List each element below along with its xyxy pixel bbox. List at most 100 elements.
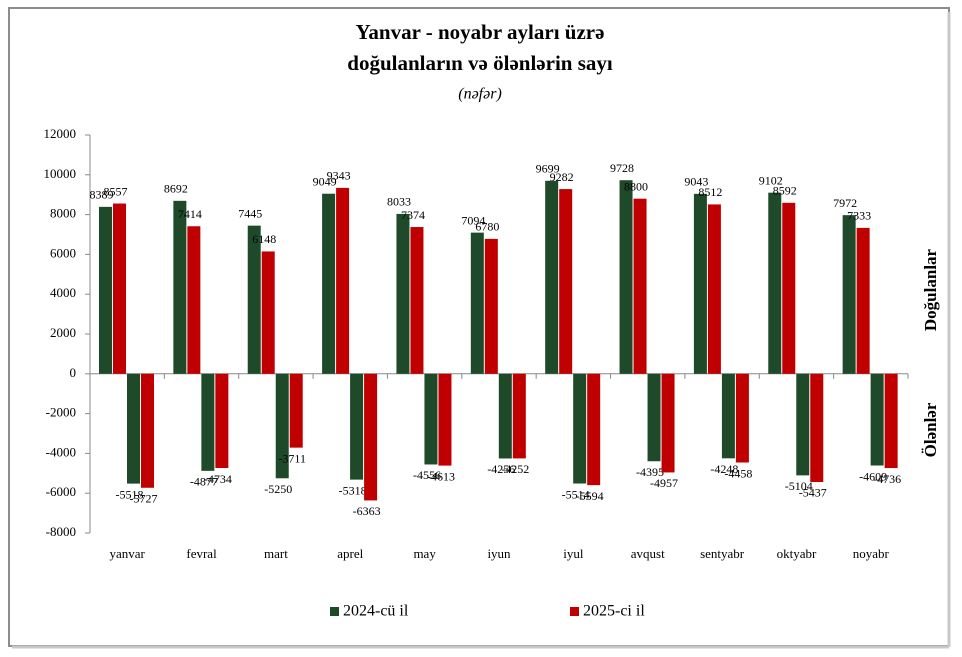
data-label: -5518 xyxy=(116,487,144,501)
data-label: -4252 xyxy=(501,462,529,476)
data-label: -6363 xyxy=(353,504,381,518)
y-tick-label: 12000 xyxy=(44,126,77,141)
y-tick-label: 8000 xyxy=(50,206,76,221)
bar xyxy=(498,373,512,459)
side-label: Ölənlər xyxy=(921,402,940,457)
data-label: 8557 xyxy=(104,184,128,198)
y-tick-label: 2000 xyxy=(50,325,76,340)
bar xyxy=(141,373,154,488)
legend-label: 2024-cü il xyxy=(343,603,409,620)
y-tick-label: -2000 xyxy=(46,405,76,420)
data-label: 7333 xyxy=(847,209,871,223)
x-tick-label: may xyxy=(413,546,436,561)
legend-swatch xyxy=(570,607,579,616)
bar xyxy=(438,373,452,466)
bar xyxy=(768,192,782,374)
bar xyxy=(782,202,796,374)
data-label: 9343 xyxy=(327,169,351,183)
bar xyxy=(693,193,707,374)
bar xyxy=(559,189,573,374)
y-tick-label: 0 xyxy=(70,365,77,380)
data-label: -5104 xyxy=(785,479,813,493)
data-label: 9282 xyxy=(550,170,574,184)
data-label: 8033 xyxy=(387,195,411,209)
data-label: -4395 xyxy=(636,465,664,479)
bar xyxy=(201,373,215,471)
data-label: -3711 xyxy=(278,451,306,465)
bar xyxy=(215,373,229,469)
data-label: -4613 xyxy=(427,469,455,483)
x-tick-label: iyul xyxy=(563,546,584,561)
data-label: -4609 xyxy=(859,469,887,483)
data-label: 8592 xyxy=(773,184,797,198)
bar xyxy=(856,227,870,374)
y-tick-label: -8000 xyxy=(46,524,76,539)
x-tick-label: avqust xyxy=(631,546,665,561)
bar xyxy=(322,193,336,374)
bar xyxy=(721,373,735,459)
bar xyxy=(573,373,587,484)
data-label: 9728 xyxy=(610,161,634,175)
bar xyxy=(884,373,898,469)
x-tick-label: aprel xyxy=(337,546,363,561)
data-label: 9102 xyxy=(759,173,783,187)
bar xyxy=(396,213,410,374)
x-tick-label: fevral xyxy=(186,546,217,561)
bar xyxy=(247,225,261,374)
bar xyxy=(410,227,424,374)
bar xyxy=(512,373,526,459)
bar xyxy=(127,373,140,484)
y-tick-label: 6000 xyxy=(50,245,76,260)
bar xyxy=(350,373,364,480)
legend-swatch xyxy=(330,607,339,616)
bar xyxy=(99,206,112,374)
data-label: 7374 xyxy=(401,208,425,222)
data-label: -4248 xyxy=(710,462,738,476)
chart-title: doğulanların və ölənlərin sayı xyxy=(347,51,613,75)
data-label: 8692 xyxy=(164,182,188,196)
x-tick-label: yanvar xyxy=(109,546,145,561)
bar xyxy=(633,198,647,374)
y-tick-label: -4000 xyxy=(46,444,76,459)
x-tick-label: noyabr xyxy=(853,546,890,561)
data-label: -4458 xyxy=(724,466,752,480)
data-label: -4734 xyxy=(204,472,232,486)
bar xyxy=(113,203,126,374)
bar xyxy=(424,373,438,465)
data-label: 7414 xyxy=(178,207,202,221)
data-label: 7094 xyxy=(461,213,485,227)
data-label: -5594 xyxy=(576,489,604,503)
bar xyxy=(735,373,749,463)
bar xyxy=(173,200,187,374)
data-label: 6780 xyxy=(475,220,499,234)
data-label: -5727 xyxy=(130,492,158,506)
x-tick-label: mart xyxy=(264,546,288,561)
bar xyxy=(647,373,661,462)
y-tick-label: 4000 xyxy=(50,285,76,300)
legend-label: 2025-ci il xyxy=(583,603,645,620)
bar xyxy=(587,373,601,486)
y-tick-label: -6000 xyxy=(46,484,76,499)
data-label: 9699 xyxy=(536,162,560,176)
bar xyxy=(470,232,484,374)
bar xyxy=(707,204,721,374)
data-label: -4556 xyxy=(413,468,441,482)
data-label: -4736 xyxy=(873,472,901,486)
side-label: Doğulanlar xyxy=(921,248,940,331)
bar xyxy=(336,187,350,374)
bar xyxy=(364,373,378,501)
x-tick-label: oktyabr xyxy=(777,546,817,561)
data-label: 8389 xyxy=(90,188,114,202)
data-label: -4877 xyxy=(190,475,218,489)
data-label: -4957 xyxy=(650,476,678,490)
data-label: 6148 xyxy=(252,232,276,246)
data-label: 8800 xyxy=(624,179,648,193)
bar xyxy=(261,251,275,374)
bar xyxy=(842,215,856,374)
data-label: 7972 xyxy=(833,196,857,210)
bar xyxy=(810,373,824,482)
data-label: -5514 xyxy=(562,487,590,501)
data-label: -5250 xyxy=(264,482,292,496)
x-tick-label: iyun xyxy=(487,546,511,561)
